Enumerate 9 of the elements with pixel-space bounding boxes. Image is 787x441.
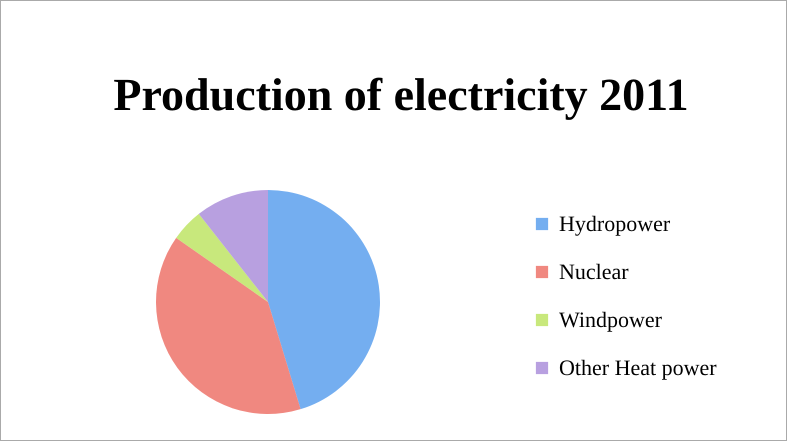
pie-slice: [198, 190, 268, 302]
legend-label: Windpower: [559, 307, 663, 332]
pie-slice: [156, 238, 301, 414]
chart-title: Production of electricity 2011: [112, 69, 690, 121]
pie-slice: [176, 214, 268, 302]
legend-label: Nuclear: [559, 259, 630, 284]
legend-label: Other Heat power: [559, 355, 718, 380]
legend-label: Hydropower: [559, 211, 671, 236]
pie-slice: [268, 190, 380, 410]
